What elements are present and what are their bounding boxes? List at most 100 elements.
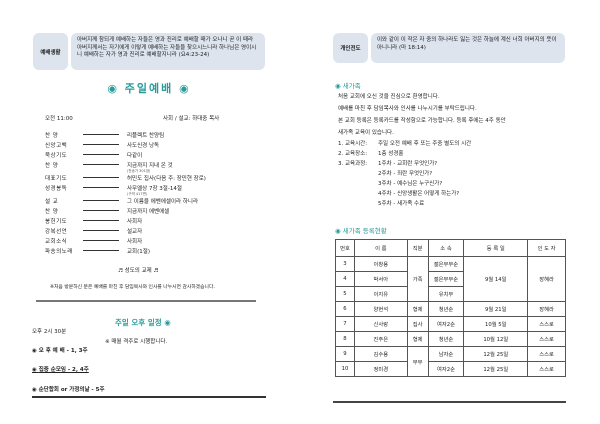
table-cell: 양현석 <box>353 301 408 317</box>
afternoon-item-text: 순단합회 or 가정의날 - 5주 <box>38 387 105 393</box>
edu-item: 2주차 - 죄란 무엇인가? <box>338 169 568 179</box>
order-item-name: 묵상기도 <box>45 153 68 159</box>
edu-label <box>338 179 378 189</box>
order-row: 대표기도 허민도 집사(다음 주: 장민현 장로) <box>45 174 265 184</box>
leader-line <box>83 250 119 251</box>
order-item-name: 성경봉독 <box>45 186 68 192</box>
fellowship: ♬ 성도의 교제 ♬ <box>118 268 159 274</box>
order-item-name: 파송의노래 <box>45 249 73 255</box>
edu-text: 5주차 - 새가족 수료 <box>378 201 425 207</box>
order-item-value: 지금까지 에벤에셀 <box>127 207 169 215</box>
leader-line <box>83 220 119 221</box>
order-item-value: 그 이름을 에벤에셀이라 하니라 <box>127 197 198 205</box>
edu-item: 3주차 - 예수님은 누구신가? <box>338 179 568 189</box>
column-header: 직분 <box>406 239 429 257</box>
leader-line <box>83 200 119 201</box>
newcomer-info: 처음 교회에 오신 것을 진심으로 환영합니다. 예배를 마친 후 담임목사와 인… <box>338 91 568 209</box>
order-row: 찬 양 리플렉트 찬양팀 <box>45 131 265 141</box>
order-row: 찬 양 지금까지 지내 온 것 (찬송가 301장) <box>45 161 265 174</box>
table-cell: 3 <box>335 256 355 272</box>
table-cell: 스스로 <box>527 346 566 362</box>
edu-text: 3주차 - 예수님은 누구신가? <box>378 181 443 187</box>
afternoon-time: 오후 2시 30분 <box>32 329 67 335</box>
order-row: 설 교 그 이름을 에벤에셀이라 하니라 <box>45 197 265 207</box>
order-item-name: 봉헌기도 <box>45 219 68 225</box>
table-cell: 형제 <box>406 301 429 317</box>
order-item-value: 사도신경 낭독 <box>127 141 159 149</box>
divider <box>333 401 566 403</box>
table-cell: 스스로 <box>527 331 566 347</box>
order-note: (찬송가 301장) <box>127 169 151 173</box>
table-cell: 5 <box>335 286 355 302</box>
afternoon-item: ◉ 오 후 예 배 - 1, 3주 <box>32 348 88 354</box>
table-cell: 10월 5일 <box>463 316 529 332</box>
table-cell: 가족 <box>406 256 429 302</box>
column-header: 이 름 <box>353 239 408 257</box>
order-item-value: 사회자 <box>127 237 142 245</box>
service-leader: 사회 / 설교: 하대중 목사 <box>163 116 220 122</box>
order-value-text: 교회(1절) <box>127 249 150 255</box>
table-row: 5 이지유 유치부 <box>335 286 566 302</box>
table-cell: 장혜라 <box>527 256 566 302</box>
afternoon-note: ※ 매월 격주로 시행합니다. <box>105 339 168 345</box>
service-time: 오전 11:00 <box>45 116 73 122</box>
table-row: 9 김수용 부부 남자순 12월 25일 스스로 <box>335 346 566 377</box>
table-cell: 9 <box>335 346 355 362</box>
verse-label: 예배생활 <box>33 33 68 70</box>
edu-text: 2주차 - 죄란 무엇인가? <box>378 171 433 177</box>
order-value-text: 지금까지 지내 온 것 <box>127 163 173 169</box>
service-title-text: 주일예배 <box>124 82 174 95</box>
verse-text: 이와 같이 이 작은 자 중의 하나라도 잃는 것은 하늘에 계신 너희 아버지… <box>371 33 565 63</box>
table-cell: 진주은 <box>353 331 408 347</box>
order-item-value: 교회(1절) <box>127 247 150 255</box>
leader-line <box>83 177 119 178</box>
edu-label <box>338 199 378 209</box>
order-value-text: 다같이 <box>127 153 143 159</box>
registry-title: ◉ 새가족 등록현황 <box>335 227 387 235</box>
edu-item: 3. 교육과정: 1주차 - 교회란 무엇인가? <box>338 159 568 169</box>
order-item-value: 리플렉트 찬양팀 <box>127 131 164 139</box>
order-item-value: 사무엘상 7장 3절-14절 (구약 417면) <box>127 184 182 196</box>
leader-line <box>83 230 119 231</box>
edu-text: 주일 오전 예배 후 또는 주중 별도의 시간 <box>378 141 472 147</box>
table-cell: 정미경 <box>353 361 408 377</box>
leader-line <box>83 154 119 155</box>
edu-item: 5주차 - 새가족 수료 <box>338 199 568 209</box>
table-cell: 김수용 <box>353 346 408 362</box>
table-cell: 9월 14일 <box>463 256 529 302</box>
table-cell: 6 <box>335 301 355 317</box>
edu-label <box>338 169 378 179</box>
order-item-name: 설 교 <box>45 199 59 205</box>
afternoon-title: 주일 오후 일정 ◉ <box>115 318 171 327</box>
order-row: 교회소식 사회자 <box>45 237 265 247</box>
table-cell: 남자순 <box>427 346 465 362</box>
edu-text: 4주차 - 신앙생활은 어떻게 하는가? <box>378 191 460 197</box>
table-cell: 12월 25일 <box>463 346 529 362</box>
table-cell: 12월 25일 <box>463 361 529 377</box>
edu-item: 2. 교육장소: 1층 성경홀 <box>338 149 568 159</box>
column-header: 소 속 <box>427 239 465 257</box>
order-value-text: 사무엘상 7장 3절-14절 <box>127 186 182 192</box>
order-row: 강복선언 설교자 <box>45 227 265 237</box>
leader-line <box>83 240 119 241</box>
edu-item: 1. 교육시간: 주일 오전 예배 후 또는 주중 별도의 시간 <box>338 139 568 149</box>
paragraph: 처음 교회에 오신 것을 진심으로 환영합니다. <box>338 94 440 100</box>
table-cell: 스스로 <box>527 316 566 332</box>
edu-item: 4주차 - 신앙생활은 어떻게 하는가? <box>338 189 568 199</box>
table-cell: 유치부 <box>427 286 465 302</box>
leader-line <box>83 134 119 135</box>
worship-verse-box: 예배생활 아버지께 참되게 예배하는 자들은 영과 진리로 예배할 때가 오나니… <box>33 33 265 70</box>
order-note: (구약 417면) <box>127 192 148 196</box>
table-cell: 젊은부부순 <box>427 256 465 272</box>
table-row: 8 진주은 형제 청년순 10월 12일 스스로 <box>335 331 566 347</box>
leader-line <box>83 210 119 211</box>
verse-text: 아버지께 참되게 예배하는 자들은 영과 진리로 예배할 때가 오나니 곧 이 … <box>71 33 265 70</box>
order-item-name: 신앙고백 <box>45 143 68 149</box>
paragraph: 새가족 교육이 있습니다. <box>338 130 394 136</box>
table-cell: 이창용 <box>353 256 408 272</box>
afternoon-item-text: 오 후 예 배 - 1, 3주 <box>38 348 88 354</box>
table-row: 7 신사랑 집사 여자2순 10월 5일 스스로 <box>335 316 566 332</box>
order-value-text: 사회자 <box>127 219 143 225</box>
